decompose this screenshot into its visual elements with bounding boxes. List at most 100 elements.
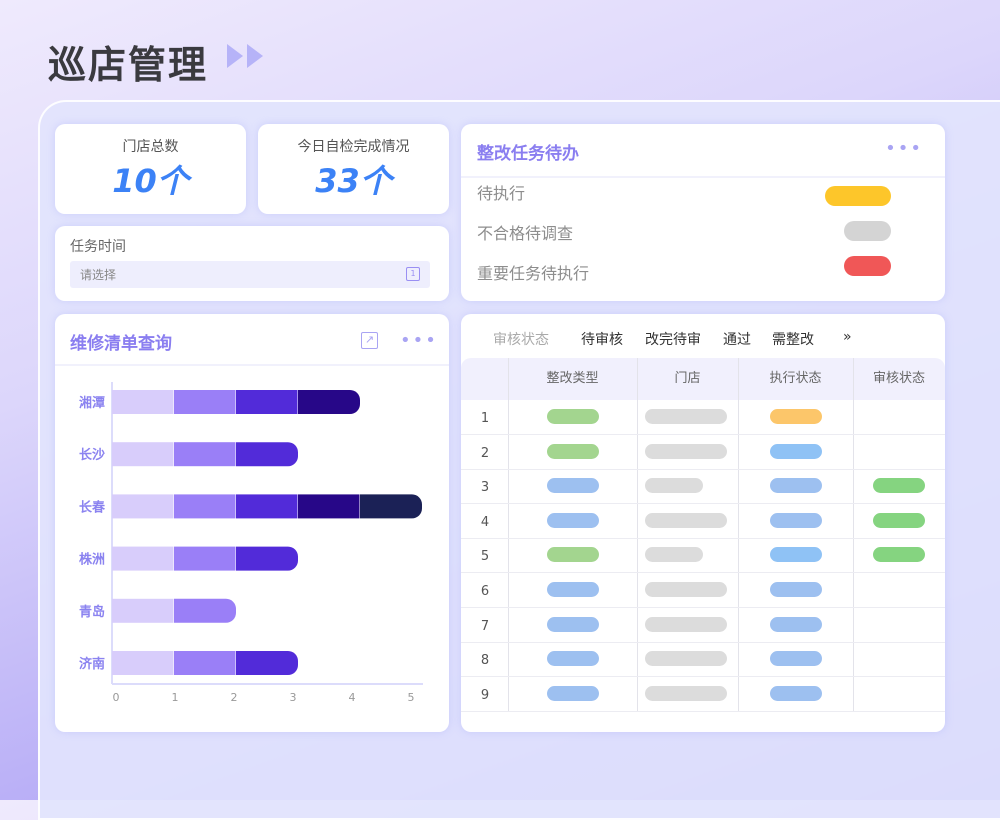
todo-status-bar xyxy=(844,221,891,241)
table-row[interactable]: 9 xyxy=(461,677,945,712)
table-row[interactable]: 3 xyxy=(461,469,945,505)
tab-needs-fix[interactable]: 需整改 xyxy=(772,332,814,348)
more-icon[interactable]: ••• xyxy=(885,138,923,159)
bar-segment xyxy=(112,442,174,467)
stat-label: 门店总数 xyxy=(122,139,179,155)
repair-list-card: 维修清单查询 ↗ ••• 湘潭 长沙 长春 株洲 青岛 济南 0 1 2 3 4 5 xyxy=(55,314,449,732)
bar-segment xyxy=(112,651,174,675)
x-tick-label: 2 xyxy=(231,691,238,704)
divider xyxy=(461,176,945,178)
review-table: 整改类型 门店 执行状态 审核状态 1 2 3 4 5 6 7 8 9 xyxy=(461,358,945,712)
table-row[interactable]: 4 xyxy=(461,504,945,539)
bar-segment xyxy=(174,651,236,675)
todo-item-label: 待执行 xyxy=(477,184,526,203)
todo-item-label: 不合格待调查 xyxy=(477,224,574,243)
table-row[interactable]: 5 xyxy=(461,538,945,574)
table-row[interactable]: 6 xyxy=(461,573,945,608)
row-number: 3 xyxy=(480,480,490,496)
table-row[interactable]: 1 xyxy=(461,400,945,435)
review-table-card: 审核状态 待审核 改完待审 通过 需整改 » 整改类型 门店 执行状态 审核状态… xyxy=(461,314,945,732)
tab-passed[interactable]: 通过 xyxy=(723,332,751,348)
bar-segment xyxy=(174,442,236,467)
cell-placeholder-bar xyxy=(769,651,822,667)
more-tabs-icon[interactable]: » xyxy=(843,329,852,345)
cell-placeholder-bar xyxy=(644,409,727,424)
category-label: 湘潭 xyxy=(79,395,105,411)
table-row[interactable]: 2 xyxy=(461,435,945,470)
cell-placeholder-bar xyxy=(644,582,727,597)
todo-item-label: 重要任务待执行 xyxy=(477,264,590,283)
double-play-icon xyxy=(247,44,263,68)
x-tick-label: 1 xyxy=(172,691,179,704)
bar-segment xyxy=(236,494,298,519)
table-row[interactable]: 8 xyxy=(461,642,945,678)
cell-placeholder-bar xyxy=(546,582,599,597)
bar-segment xyxy=(298,494,360,519)
cell-placeholder-bar xyxy=(769,443,822,459)
category-label: 长沙 xyxy=(79,447,105,463)
cell-placeholder-bar xyxy=(644,478,703,494)
repair-title: 维修清单查询 xyxy=(70,334,172,354)
more-icon[interactable]: ••• xyxy=(400,330,438,351)
tab-pending-review[interactable]: 待审核 xyxy=(581,332,623,348)
column-header: 整改类型 xyxy=(546,371,599,386)
x-tick-label: 5 xyxy=(408,691,415,704)
cell-placeholder-bar xyxy=(644,685,727,701)
bar-segment xyxy=(112,546,174,571)
cell-placeholder-bar xyxy=(873,547,925,563)
row-number: 5 xyxy=(480,549,490,565)
row-number: 9 xyxy=(480,687,490,703)
cell-placeholder-bar xyxy=(546,409,599,424)
column-header: 执行状态 xyxy=(769,371,822,386)
column-divider xyxy=(637,358,638,712)
bar-segment xyxy=(174,494,236,519)
bar-segment xyxy=(298,390,360,414)
export-icon[interactable]: ↗ xyxy=(361,332,378,349)
row-number: 4 xyxy=(480,514,490,530)
x-tick-label: 4 xyxy=(349,691,356,704)
x-tick-label: 0 xyxy=(113,691,120,704)
cell-placeholder-bar xyxy=(546,616,599,632)
row-number: 8 xyxy=(480,653,490,669)
cell-placeholder-bar xyxy=(873,512,925,528)
bar-segment xyxy=(236,442,298,467)
row-number: 6 xyxy=(480,584,490,599)
bar-segment xyxy=(236,546,298,571)
tab-fixed-pending[interactable]: 改完待审 xyxy=(645,332,701,348)
calendar-icon[interactable]: 1 xyxy=(406,267,420,281)
date-placeholder: 请选择 xyxy=(80,268,117,282)
bar-segment xyxy=(360,494,422,519)
cell-placeholder-bar xyxy=(546,651,599,667)
cell-placeholder-bar xyxy=(644,512,727,528)
cell-placeholder-bar xyxy=(644,443,727,459)
column-divider xyxy=(738,358,739,712)
filter-label: 审核状态 xyxy=(493,332,549,348)
bar-segment xyxy=(174,546,236,571)
bar-segment xyxy=(236,651,298,675)
column-header: 审核状态 xyxy=(872,371,925,386)
row-number: 2 xyxy=(480,445,490,461)
cell-placeholder-bar xyxy=(546,443,599,459)
bar-segment xyxy=(112,390,174,414)
cell-placeholder-bar xyxy=(644,651,727,667)
cell-placeholder-bar xyxy=(644,616,727,632)
bar-segment xyxy=(112,494,174,519)
table-row[interactable]: 7 xyxy=(461,608,945,643)
cell-placeholder-bar xyxy=(769,616,822,632)
category-label: 济南 xyxy=(79,656,105,672)
bar-segment xyxy=(174,390,236,414)
column-header: 门店 xyxy=(674,371,701,386)
cell-placeholder-bar xyxy=(769,547,822,563)
cell-placeholder-bar xyxy=(546,685,599,701)
cell-placeholder-bar xyxy=(873,478,925,494)
category-label: 长春 xyxy=(79,499,106,515)
column-divider xyxy=(853,358,854,712)
double-play-icon xyxy=(227,44,243,68)
date-picker[interactable]: 请选择 1 xyxy=(70,261,430,288)
todo-status-bar xyxy=(844,256,891,276)
table-header: 整改类型 门店 执行状态 审核状态 xyxy=(461,358,945,400)
page-title: 巡店管理 xyxy=(48,43,209,87)
bar-segment xyxy=(174,598,236,623)
todo-status-bar xyxy=(825,186,891,206)
